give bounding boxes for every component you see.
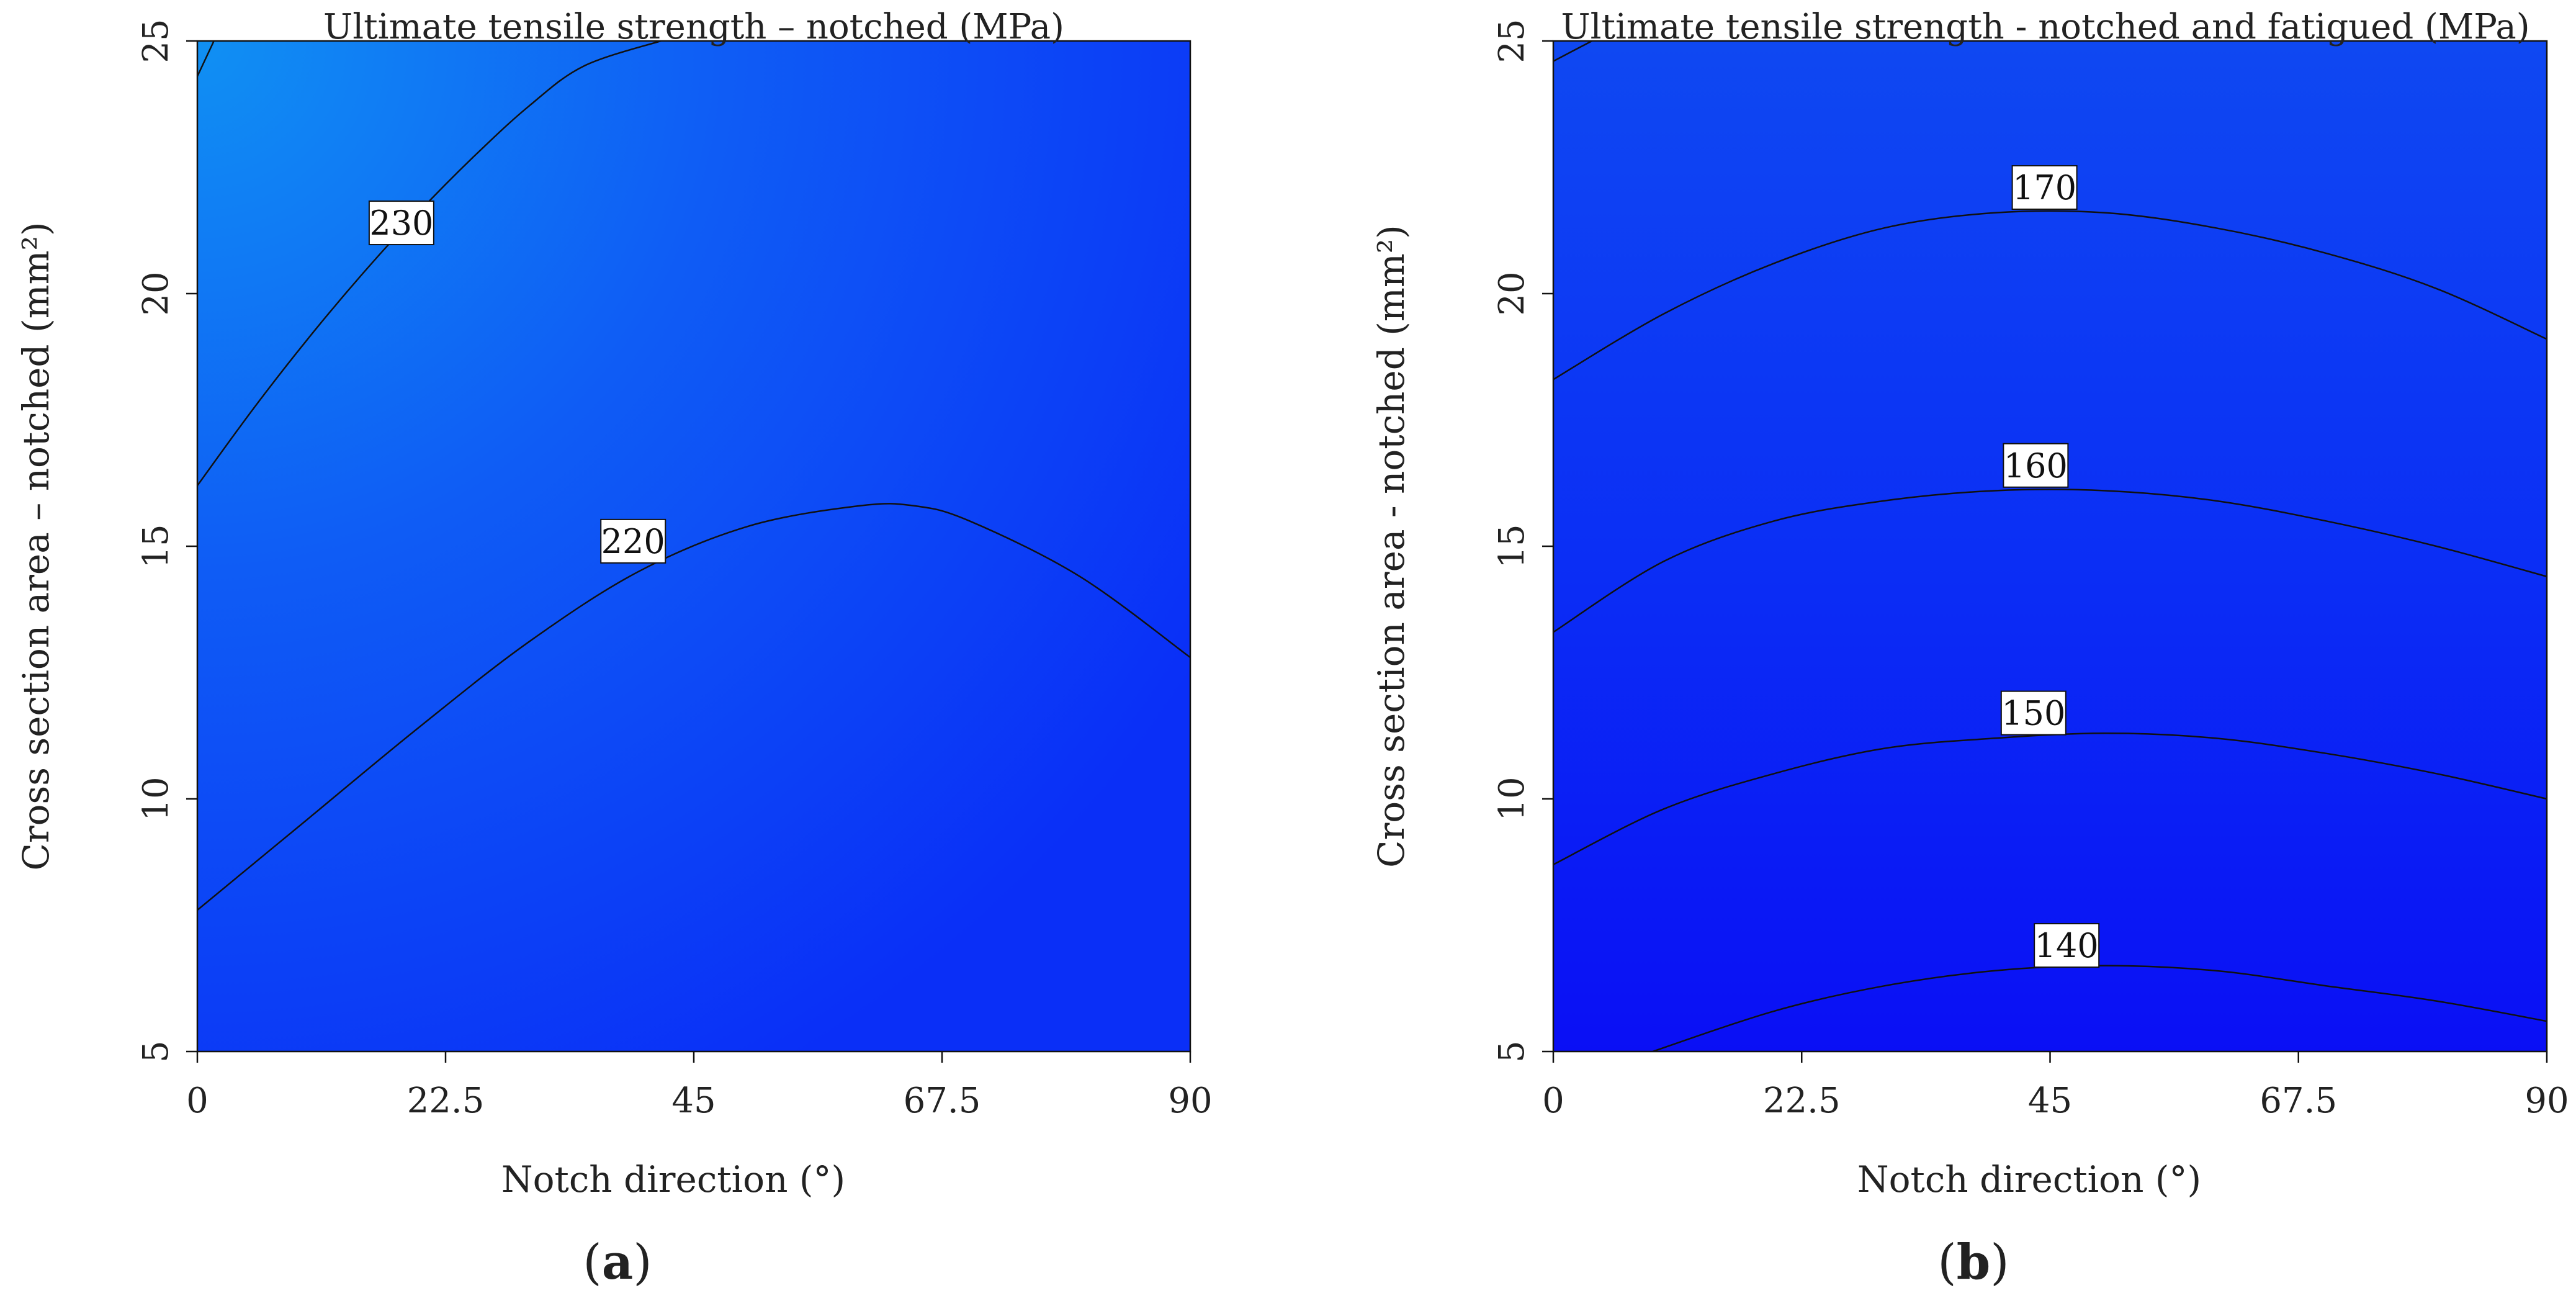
panel-a-x-tick-label-67.5: 67.5 <box>904 1081 981 1121</box>
panel-b-contour-label-box-170 <box>2011 165 2078 210</box>
panel-a-x-tick-label-22.5: 22.5 <box>407 1081 485 1121</box>
panel-b-contour-line-170 <box>1553 210 2547 381</box>
panel-b-x-tick-label-0: 0 <box>1542 1081 1564 1121</box>
panel-b-x-tick-label-67.5: 67.5 <box>2260 1081 2337 1121</box>
panel-b-contour-label-box-160 <box>2003 443 2069 488</box>
panel-a-contour-label-box-220 <box>600 518 666 564</box>
panel-a-y-tick-label-5: 5 <box>136 1040 176 1063</box>
panel-a-contour-label-box-230 <box>368 200 434 246</box>
panel-a-y-tick-label-10: 10 <box>136 777 176 821</box>
panel-b-contour-labels: 170 160 150 140 <box>2000 165 2100 968</box>
panel-b-x-axis-label: Notch direction (°) <box>1857 1158 2201 1201</box>
panel-b-y-tick-label-25: 25 <box>1492 19 1532 63</box>
panel-a-chart: 0 22.5 45 67.5 90 5 10 15 20 25 230 220 Ultimate t… <box>15 7 1213 1291</box>
panel-b-contour-label-160: 160 <box>2003 443 2069 488</box>
panel-a-y-tick-label-25: 25 <box>136 19 176 63</box>
panel-b-contour-line-140 <box>1652 965 2547 1052</box>
panel-a-y-tick-label-20: 20 <box>136 271 176 315</box>
panel-b-contour-label-box-140 <box>2034 923 2100 968</box>
panel-b-contour-line-edge-4 <box>1553 41 1592 62</box>
panel-b-x-tick-label-22.5: 22.5 <box>1763 1081 1841 1121</box>
panel-b-y-tick-label-20: 20 <box>1492 271 1532 315</box>
panel-a-contour-line-220 <box>197 503 1190 911</box>
panel-a-axes: 0 22.5 45 67.5 90 5 10 15 20 25 <box>136 19 1213 1121</box>
panel-a-x-tick-label-90: 90 <box>1168 1081 1212 1121</box>
panel-a-x-axis-label: Notch direction (°) <box>501 1158 845 1201</box>
panel-a-title: Ultimate tensile strength – notched (MPa… <box>323 7 1064 47</box>
panel-b-contour-label-text-170: 170 <box>2013 168 2076 207</box>
panel-b-label: (b) <box>1937 1234 2009 1291</box>
panel-b-y-axis-label: Cross section area - notched (mm²) <box>1370 225 1412 868</box>
panel-a-x-tick-label-0: 0 <box>186 1081 209 1121</box>
panel-a-x-tick-label-45: 45 <box>671 1081 716 1121</box>
panel-b-x-tick-label-45: 45 <box>2028 1081 2072 1121</box>
panel-b-contour-label-text-140: 140 <box>2035 926 2099 965</box>
panel-b-chart: 0 22.5 45 67.5 90 5 10 15 20 25 170 160 150 140 Ulti… <box>1370 7 2569 1291</box>
panel-a-letter: a <box>602 1234 634 1291</box>
panel-a-contour-line-edge-2 <box>197 41 215 77</box>
panel-b-contour-label-150: 150 <box>2000 690 2067 736</box>
panel-a-contour-labels: 230 220 <box>368 200 666 564</box>
panel-b-contour-label-170: 170 <box>2011 165 2078 210</box>
panel-b-axes: 0 22.5 45 67.5 90 5 10 15 20 25 <box>1492 19 2569 1121</box>
panel-a-contour-label-230: 230 <box>368 200 434 246</box>
panel-a-y-tick-label-15: 15 <box>136 524 176 568</box>
panel-b-x-tick-label-90: 90 <box>2524 1081 2569 1121</box>
panel-b-letter: b <box>1957 1234 1991 1291</box>
panel-b-contour-label-140: 140 <box>2034 923 2100 968</box>
panel-a-contour-label-220: 220 <box>600 518 666 564</box>
panel-a-y-axis-label: Cross section area – notched (mm²) <box>15 222 57 870</box>
panel-b-contour-label-text-150: 150 <box>2001 694 2065 733</box>
panel-a-contour-label-text-230: 230 <box>369 204 433 243</box>
panel-b-y-tick-label-10: 10 <box>1492 777 1532 821</box>
panel-b-y-tick-label-15: 15 <box>1492 524 1532 568</box>
panel-a-contour-label-text-220: 220 <box>601 522 665 561</box>
panel-b-title: Ultimate tensile strength - notched and … <box>1561 7 2529 47</box>
panel-b-y-tick-label-5: 5 <box>1492 1040 1532 1063</box>
panel-b-contour-line-160 <box>1553 489 2547 633</box>
panel-b-contour-label-box-150 <box>2000 690 2067 736</box>
panel-a-label: (a) <box>583 1234 652 1291</box>
panel-b-contour-label-text-160: 160 <box>2004 446 2068 485</box>
panel-b-contours <box>1553 41 2547 1052</box>
